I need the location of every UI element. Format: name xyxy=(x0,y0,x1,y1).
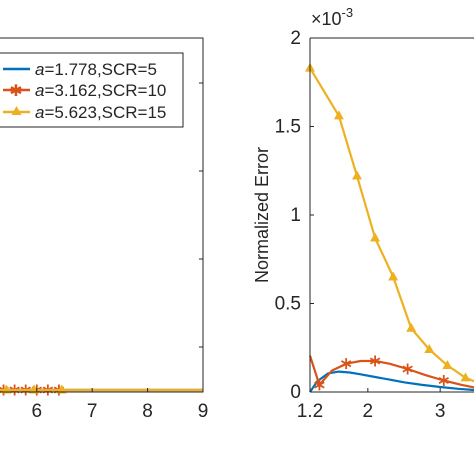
left-x-tick-label-4: 9 xyxy=(198,401,209,422)
legend-marker-triangle xyxy=(11,106,22,115)
right-series-group xyxy=(305,62,474,393)
right-x-ticks: 1.2 2 3 xyxy=(297,388,446,422)
right-series-line-2 xyxy=(308,355,474,389)
right-series-3-marker-4 xyxy=(370,232,381,242)
right-series-2-marker-1 xyxy=(314,379,325,391)
left-series-3-marker-3 xyxy=(56,384,67,394)
right-x-tick-label-3: 3 xyxy=(435,401,446,422)
y-axis-label: Normalized Error xyxy=(252,147,272,283)
right-series-line-3 xyxy=(309,67,474,383)
legend-entry-3: a=5.623,SCR=15 xyxy=(35,103,166,122)
left-series-group xyxy=(0,384,203,396)
right-y-ticks: 0 0.5 1 1.5 2 xyxy=(275,28,314,403)
right-series-2-marker-5 xyxy=(438,374,449,386)
right-y-tick-label-5: 2 xyxy=(290,28,301,49)
legend-box xyxy=(0,52,184,128)
right-x-tick-label-1: 1.2 xyxy=(297,401,323,422)
left-x-tick-label-2: 7 xyxy=(87,401,98,422)
right-series-3-marker-2 xyxy=(333,110,344,120)
left-chart: 6 7 8 9 a=1.778,SCR=5 ✱ a=3.162,SCR=10 a=5.… xyxy=(0,37,209,422)
right-series-2-marker-4 xyxy=(402,363,413,375)
left-x-ticks: 6 7 8 9 xyxy=(31,82,209,422)
right-y-tick-label-4: 1.5 xyxy=(275,117,301,138)
legend: a=1.778,SCR=5 ✱ a=3.162,SCR=10 a=5.623,S… xyxy=(0,52,184,128)
left-plot-frame xyxy=(0,37,204,393)
right-series-3-marker-5 xyxy=(388,271,399,281)
legend-marker-star: ✱ xyxy=(9,83,22,100)
right-series-2-marker-2 xyxy=(340,358,352,370)
right-series-3-marker-9 xyxy=(460,372,471,382)
left-x-tick-label-1: 6 xyxy=(31,401,42,422)
left-series-3-marker-1 xyxy=(1,384,12,394)
right-series-3-marker-6 xyxy=(406,322,417,332)
right-y-tick-label-3: 1 xyxy=(290,205,301,226)
right-x-tick-label-2: 2 xyxy=(363,401,374,422)
right-series-2-marker-3 xyxy=(369,355,381,367)
right-series-3-marker-8 xyxy=(442,359,453,369)
left-x-tick-label-3: 8 xyxy=(142,401,153,422)
right-y-tick-label-2: 0.5 xyxy=(275,294,301,315)
legend-entry-1: a=1.778,SCR=5 xyxy=(35,60,157,79)
right-chart: ×10-3 Normalized Error 0 0.5 1 1.5 2 1.2 2 3 xyxy=(252,5,474,422)
right-series-3-marker-7 xyxy=(424,344,435,354)
right-y-tick-label-1: 0 xyxy=(290,382,301,403)
legend-entry-2: a=3.162,SCR=10 xyxy=(35,81,166,100)
right-series-3-marker-3 xyxy=(352,170,362,180)
y-exponent-label: ×10-3 xyxy=(311,5,353,29)
